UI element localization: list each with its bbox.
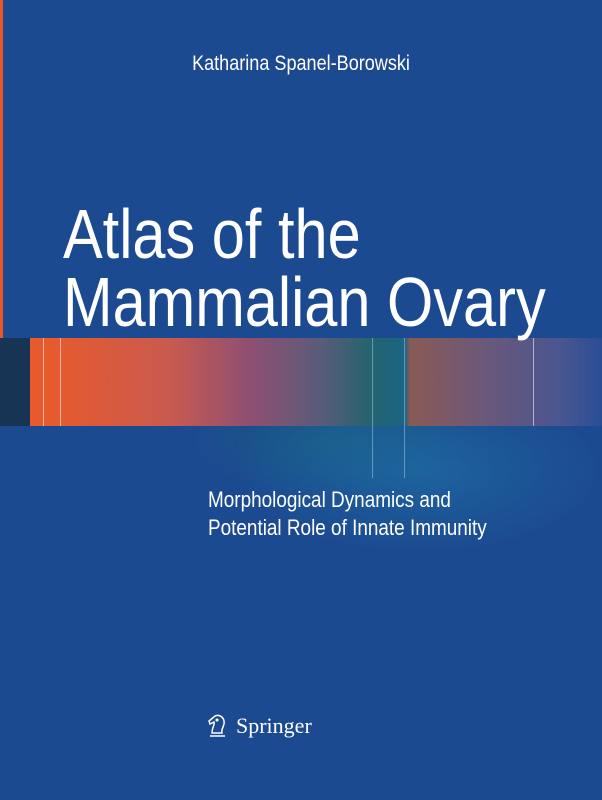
author-name: Katharina Spanel-Borowski xyxy=(192,52,410,75)
title-line-1: Atlas of the xyxy=(63,195,361,273)
title-line-2: Mammalian Ovary xyxy=(63,263,546,341)
publisher-name: Springer xyxy=(236,713,312,738)
subtitle-line-1: Morphological Dynamics and xyxy=(208,487,451,512)
band-dark-block xyxy=(0,338,30,426)
book-title: Atlas of the Mammalian Ovary xyxy=(63,195,546,341)
orange-stripe xyxy=(0,0,3,338)
band-line xyxy=(533,338,534,426)
band-line xyxy=(404,338,405,478)
band-line xyxy=(43,338,44,426)
color-band xyxy=(0,338,602,426)
band-line xyxy=(372,338,373,478)
book-subtitle: Morphological Dynamics and Potential Rol… xyxy=(208,486,487,542)
band-line xyxy=(60,338,61,426)
knight-horse-icon xyxy=(208,714,225,737)
publisher-logo: Springer xyxy=(206,713,312,739)
subtitle-line-2: Potential Role of Innate Immunity xyxy=(208,515,487,540)
